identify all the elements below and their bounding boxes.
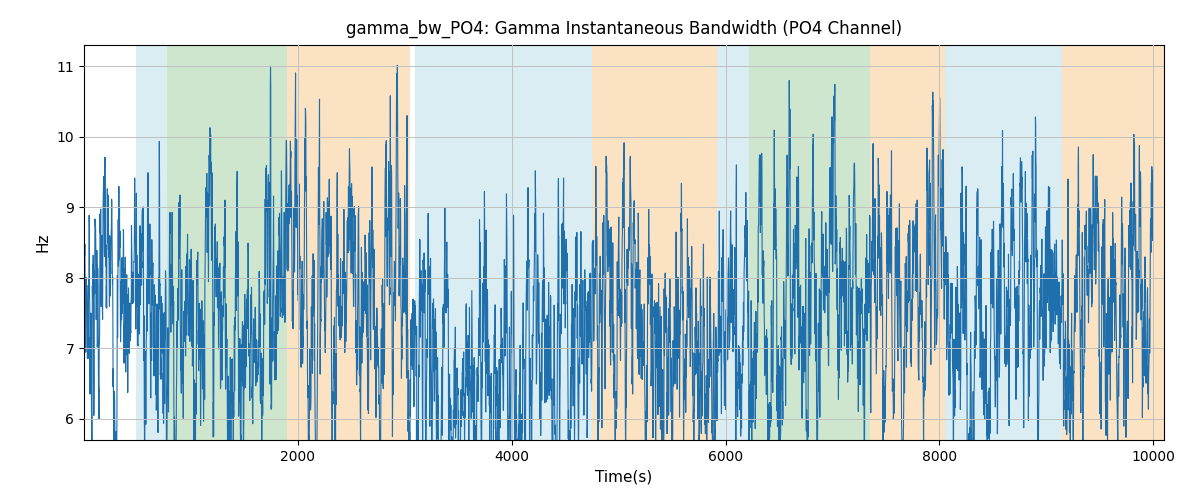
Bar [870,45,944,440]
Bar [1062,45,1164,440]
Bar [944,45,1062,440]
Bar [168,45,287,440]
Bar [749,45,870,440]
Bar [592,45,718,440]
X-axis label: Time(s): Time(s) [595,470,653,484]
Title: gamma_bw_PO4: Gamma Instantaneous Bandwidth (PO4 Channel): gamma_bw_PO4: Gamma Instantaneous Bandwi… [346,20,902,38]
Bar [137,45,168,440]
Bar [718,45,749,440]
Bar [415,45,592,440]
Bar [287,45,410,440]
Y-axis label: Hz: Hz [36,233,50,252]
